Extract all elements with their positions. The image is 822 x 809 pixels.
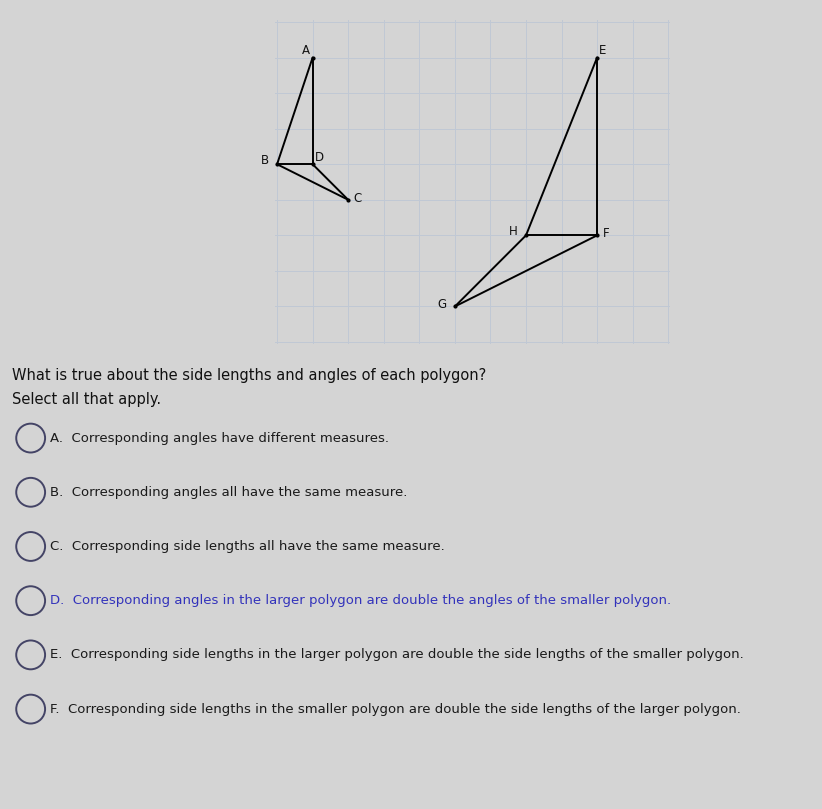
Text: F: F	[603, 227, 609, 240]
Text: What is true about the side lengths and angles of each polygon?: What is true about the side lengths and …	[12, 368, 487, 383]
Text: C: C	[353, 192, 361, 205]
Text: G: G	[438, 299, 447, 311]
Text: H: H	[509, 226, 518, 239]
Text: C.  Corresponding side lengths all have the same measure.: C. Corresponding side lengths all have t…	[50, 540, 445, 553]
Text: A: A	[302, 44, 310, 57]
Text: D.  Corresponding angles in the larger polygon are double the angles of the smal: D. Corresponding angles in the larger po…	[50, 594, 671, 608]
Text: E: E	[598, 44, 606, 57]
Text: B: B	[261, 155, 269, 167]
Text: Select all that apply.: Select all that apply.	[12, 392, 161, 408]
Text: A.  Corresponding angles have different measures.: A. Corresponding angles have different m…	[50, 431, 389, 445]
Text: D: D	[315, 150, 325, 163]
Text: F.  Corresponding side lengths in the smaller polygon are double the side length: F. Corresponding side lengths in the sma…	[50, 702, 741, 716]
Text: E.  Corresponding side lengths in the larger polygon are double the side lengths: E. Corresponding side lengths in the lar…	[50, 648, 744, 662]
Text: B.  Corresponding angles all have the same measure.: B. Corresponding angles all have the sam…	[50, 485, 407, 499]
